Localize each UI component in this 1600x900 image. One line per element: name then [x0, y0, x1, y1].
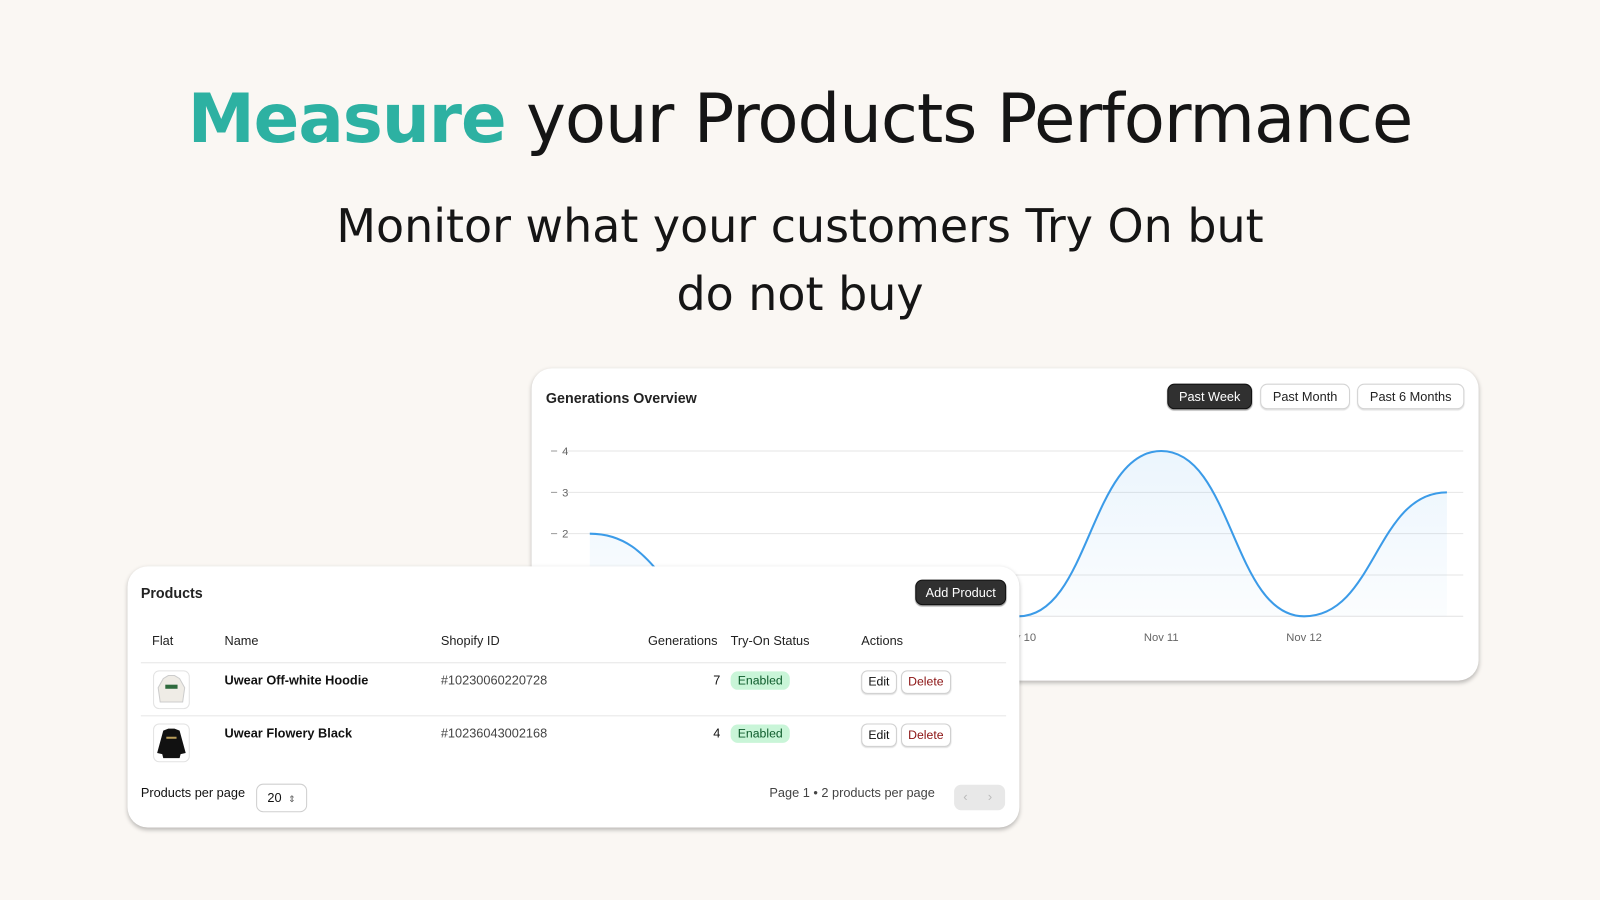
hero-title: Measure your Products Performance — [0, 80, 1600, 159]
hero-subtitle-line: do not buy — [676, 267, 924, 322]
black-sweatshirt-thumbnail — [153, 723, 190, 763]
range-past-6-months-button[interactable]: Past 6 Months — [1357, 383, 1465, 410]
products-title: Products — [140, 584, 203, 602]
per-page-select[interactable]: 20 ⇕ — [256, 783, 308, 813]
products-card: Products Add Product Flat Name Shopify I… — [127, 566, 1020, 828]
shopify-id: #10230060220728 — [440, 673, 548, 688]
col-actions: Actions — [861, 633, 904, 648]
previous-page-button[interactable]: ‹ — [963, 788, 968, 805]
x-tick-label: Nov 12 — [1286, 632, 1322, 644]
hero-title-accent: Measure — [187, 79, 507, 159]
y-tick-label: 3 — [562, 487, 568, 499]
white-hoodie-thumbnail — [153, 670, 190, 710]
range-past-week-button[interactable]: Past Week — [1167, 383, 1253, 410]
table-row: Uwear Off-white Hoodie #10230060220728 7… — [140, 662, 1007, 716]
edit-button[interactable]: Edit — [861, 723, 897, 747]
sweatshirt-icon — [157, 728, 186, 759]
delete-button[interactable]: Delete — [901, 670, 951, 694]
generations-count: 7 — [713, 673, 721, 688]
y-tick-label: 2 — [562, 529, 568, 541]
pagination-controls: ‹ › — [954, 784, 1006, 811]
col-shopify-id: Shopify ID — [440, 633, 500, 648]
generations-count: 4 — [713, 726, 721, 741]
col-generations: Generations — [647, 633, 718, 648]
add-product-button[interactable]: Add Product — [915, 579, 1007, 606]
col-flat: Flat — [152, 633, 174, 648]
next-page-button[interactable]: › — [987, 788, 993, 805]
series-area — [589, 451, 1447, 617]
range-past-month-button[interactable]: Past Month — [1260, 383, 1350, 410]
product-name[interactable]: Uwear Off-white Hoodie — [224, 673, 369, 688]
delete-button[interactable]: Delete — [901, 723, 951, 747]
status-badge: Enabled — [730, 724, 790, 743]
hero-subtitle: Monitor what your customers Try On but d… — [290, 192, 1310, 329]
col-try-on-status: Try-On Status — [730, 633, 810, 648]
y-tick-label: 4 — [562, 446, 568, 458]
x-tick-label: Nov 11 — [1144, 632, 1179, 644]
per-page-label: Products per page — [140, 785, 246, 800]
table-row: Uwear Flowery Black #10236043002168 4 En… — [140, 715, 1007, 769]
shopify-id: #10236043002168 — [440, 726, 548, 741]
per-page-value: 20 — [267, 790, 282, 806]
product-name[interactable]: Uwear Flowery Black — [224, 726, 353, 741]
hero-subtitle-line: Monitor what your customers Try On but — [336, 198, 1264, 254]
page-info: Page 1 • 2 products per page — [769, 785, 935, 800]
col-name: Name — [224, 633, 259, 648]
edit-button[interactable]: Edit — [861, 670, 897, 694]
hero-title-rest: your Products Performance — [505, 79, 1413, 159]
chevron-up-down-icon: ⇕ — [288, 793, 296, 805]
hoodie-icon — [157, 674, 186, 703]
status-badge: Enabled — [730, 671, 790, 690]
overview-title: Generations Overview — [545, 389, 697, 407]
